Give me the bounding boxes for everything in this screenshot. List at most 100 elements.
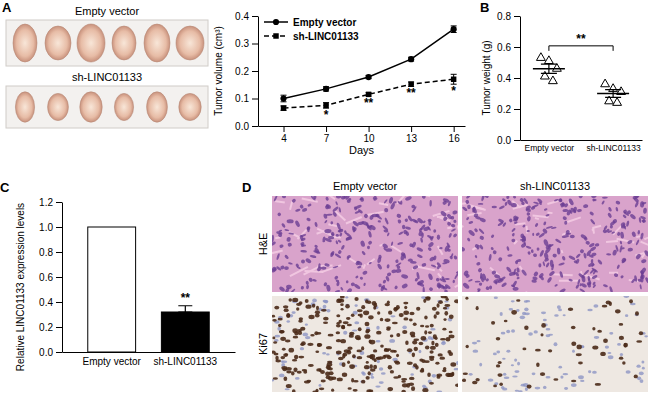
stained-nucleus	[366, 389, 371, 392]
nucleus	[492, 250, 497, 255]
panel-label: B	[480, 0, 489, 15]
nucleus	[575, 253, 581, 259]
bar-chart: Empty vectorsh-LINC011330.00.20.40.60.81…	[15, 197, 236, 371]
stained-nucleus	[399, 313, 404, 317]
tick-mark	[514, 16, 520, 17]
stained-nucleus	[288, 348, 294, 353]
row-label: H&E	[257, 233, 269, 256]
nucleus	[338, 207, 341, 213]
stained-nucleus	[425, 297, 430, 301]
nucleus	[578, 196, 583, 199]
nucleus	[595, 243, 600, 247]
tick-label: 13	[406, 133, 418, 144]
stained-nucleus	[352, 354, 356, 358]
nucleus	[544, 208, 548, 211]
nucleus	[490, 246, 494, 250]
marker	[408, 56, 414, 62]
nucleus	[639, 284, 642, 290]
nucleus	[372, 214, 378, 217]
nucleus	[605, 346, 609, 349]
tumor-photo	[48, 93, 69, 120]
stained-nucleus	[427, 372, 431, 377]
nucleus	[499, 205, 506, 210]
tumor-photo	[147, 92, 168, 122]
panel-label: D	[242, 180, 251, 195]
tick-mark	[56, 302, 62, 303]
nucleus	[451, 224, 456, 228]
nucleus	[408, 259, 413, 262]
stained-nucleus	[367, 355, 373, 358]
stained-nucleus	[629, 299, 633, 303]
stained-nucleus	[390, 370, 394, 374]
nucleus	[334, 275, 339, 280]
nucleus	[467, 237, 471, 242]
tick-label: sh-LINC01133	[587, 143, 641, 153]
data-point	[548, 76, 557, 84]
nucleus	[511, 227, 516, 232]
stained-nucleus	[298, 331, 303, 335]
tissue-fiber	[592, 228, 595, 234]
stained-nucleus	[285, 340, 291, 343]
stained-nucleus	[402, 383, 408, 387]
stained-nucleus	[321, 380, 326, 383]
stained-nucleus	[292, 389, 296, 392]
stained-nucleus	[419, 358, 423, 361]
row-label: Ki67	[257, 333, 269, 355]
nucleus	[561, 256, 566, 261]
nucleus	[355, 304, 358, 307]
nucleus	[346, 256, 349, 260]
stained-nucleus	[328, 334, 334, 337]
nucleus	[440, 210, 448, 218]
nucleus	[512, 216, 519, 222]
nucleus	[532, 204, 539, 209]
tissue-fiber	[379, 203, 388, 205]
nucleus	[607, 212, 612, 218]
nucleus	[454, 368, 458, 370]
nucleus	[444, 284, 451, 290]
nucleus	[612, 219, 617, 224]
stained-nucleus	[366, 376, 370, 380]
tissue-fiber	[418, 267, 435, 270]
photo-label: sh-LINC01133	[72, 71, 142, 83]
nucleus	[300, 286, 304, 290]
stained-nucleus	[622, 361, 625, 365]
stained-nucleus	[310, 334, 314, 337]
stained-nucleus	[319, 388, 325, 391]
nucleus	[310, 255, 317, 259]
nucleus	[307, 203, 312, 207]
nucleus	[344, 230, 348, 235]
nucleus	[489, 285, 492, 289]
nucleus	[580, 380, 584, 382]
nucleus	[631, 278, 637, 284]
stained-nucleus	[283, 305, 289, 308]
nucleus	[479, 217, 486, 223]
stained-nucleus	[305, 305, 311, 309]
nucleus	[469, 373, 473, 376]
nucleus	[325, 196, 329, 201]
nucleus	[591, 259, 594, 263]
nucleus	[594, 336, 599, 339]
nucleus	[439, 247, 443, 250]
stained-nucleus	[361, 305, 365, 309]
histology-image	[272, 296, 458, 392]
nucleus	[642, 219, 645, 224]
stained-nucleus	[449, 331, 453, 334]
nucleus	[526, 216, 531, 222]
stained-nucleus	[294, 355, 298, 360]
nucleus	[502, 198, 507, 202]
nucleus	[452, 280, 455, 284]
nucleus	[291, 198, 296, 203]
nucleus	[453, 255, 458, 260]
nucleus	[509, 308, 513, 311]
tick: 16	[449, 126, 461, 144]
nucleus	[623, 211, 629, 216]
nucleus	[593, 199, 597, 202]
tick: 0.6	[497, 42, 520, 53]
nucleus	[511, 300, 515, 302]
stained-nucleus	[429, 357, 434, 361]
nucleus	[592, 371, 597, 374]
tick-label: 0.2	[39, 322, 53, 333]
legend-marker	[273, 33, 278, 38]
stained-nucleus	[336, 322, 339, 325]
nucleus	[627, 247, 633, 251]
